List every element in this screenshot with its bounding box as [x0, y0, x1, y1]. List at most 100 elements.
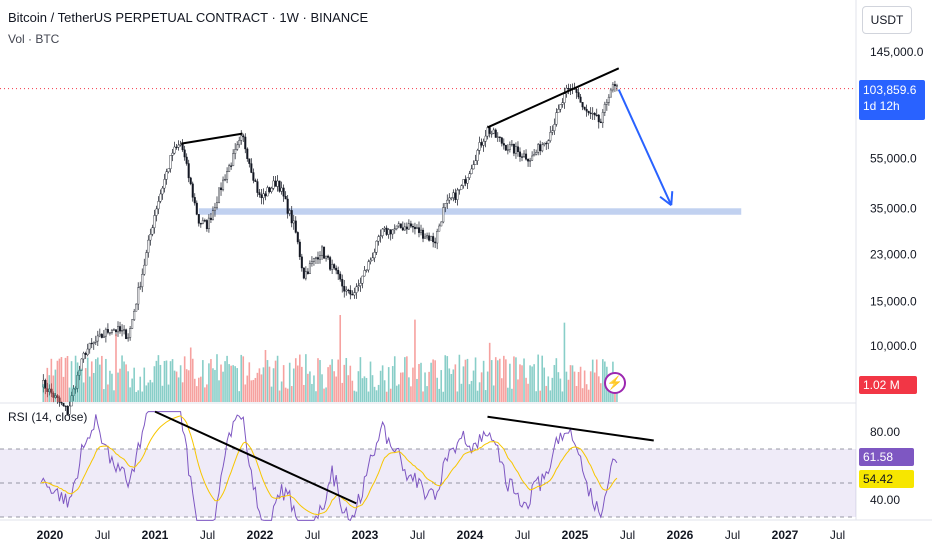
- volume-bar: [460, 383, 463, 402]
- candle-body: [343, 285, 346, 292]
- volume-bar: [468, 384, 471, 402]
- volume-bar: [286, 388, 289, 402]
- candle-body: [601, 112, 604, 124]
- candle-body: [147, 239, 150, 253]
- candle-body: [482, 141, 485, 146]
- volume-bar: [177, 377, 180, 402]
- volume-bar: [591, 359, 594, 402]
- volume-bar: [129, 387, 131, 402]
- candle-body: [403, 226, 406, 231]
- rsi-label[interactable]: RSI (14, close): [8, 410, 88, 424]
- candle-body: [595, 114, 598, 117]
- volume-bar: [262, 367, 265, 402]
- candle-body: [353, 292, 356, 296]
- candle-body: [218, 187, 221, 203]
- volume-bar: [46, 367, 49, 402]
- candle-body: [66, 406, 69, 415]
- rsi-ma-value-tag: 54.42: [859, 470, 914, 488]
- candle-body: [286, 198, 289, 214]
- volume-bar: [135, 391, 137, 402]
- volume-bar: [157, 355, 160, 402]
- volume-bar: [220, 364, 222, 402]
- volume-bar: [191, 358, 194, 402]
- candle-body: [319, 255, 322, 260]
- candle-body: [563, 93, 566, 103]
- candle-body: [282, 187, 285, 197]
- volume-bar: [311, 383, 313, 402]
- candle-body: [577, 92, 580, 98]
- volume-bar: [246, 375, 249, 402]
- candle-body: [312, 258, 315, 262]
- volume-bar: [232, 365, 234, 402]
- candle-body: [119, 326, 122, 332]
- volume-bar: [337, 359, 339, 402]
- candle-body: [547, 140, 550, 144]
- volume-bar: [250, 380, 253, 402]
- lightning-icon[interactable]: ⚡: [604, 372, 626, 394]
- volume-bar: [543, 367, 546, 402]
- volume-bar: [496, 360, 499, 402]
- volume-bar: [278, 390, 281, 402]
- candle-body: [361, 275, 364, 284]
- volume-bar: [301, 366, 303, 402]
- candle-body: [468, 173, 471, 178]
- volume-bar: [317, 358, 319, 402]
- candle-body: [195, 202, 198, 215]
- volume-bar: [367, 391, 370, 402]
- candle-body: [333, 264, 336, 269]
- volume-bar: [137, 390, 140, 402]
- volume-bar: [139, 376, 142, 402]
- currency-button[interactable]: USDT: [862, 6, 912, 34]
- candle-body: [60, 401, 63, 404]
- candle-body: [420, 229, 423, 233]
- candle-body: [175, 146, 178, 148]
- candle-body: [611, 84, 614, 91]
- candle-body: [64, 405, 67, 407]
- volume-bar: [466, 358, 469, 402]
- volume-bar: [523, 358, 525, 402]
- symbol-title[interactable]: Bitcoin / TetherUS PERPETUAL CONTRACT · …: [8, 10, 369, 25]
- trendline-2021: [181, 132, 243, 145]
- candle-body: [228, 165, 231, 172]
- last-price-value: 103,859.6: [863, 83, 917, 97]
- candle-body: [512, 143, 515, 154]
- candle-body: [474, 160, 477, 165]
- candle-body: [389, 229, 392, 235]
- volume-bar: [436, 377, 438, 402]
- candle-body: [143, 264, 146, 275]
- volume-bar: [264, 349, 267, 402]
- volume-bar: [404, 357, 406, 402]
- volume-bar: [105, 358, 107, 402]
- candle-body: [302, 267, 305, 279]
- volume-bar: [292, 368, 295, 402]
- candle-body: [415, 227, 418, 230]
- volume-bar: [299, 354, 301, 402]
- candle-body: [385, 227, 388, 235]
- candle-body: [357, 285, 360, 288]
- volume-bar: [412, 367, 414, 402]
- candle-body: [321, 246, 324, 256]
- volume-bar: [517, 379, 519, 402]
- candle-body: [323, 246, 326, 259]
- volume-bar: [325, 387, 327, 402]
- candle-body: [432, 236, 435, 243]
- candle-body: [444, 203, 447, 208]
- candle-body: [121, 330, 124, 332]
- volume-bar: [553, 365, 556, 402]
- candle-body: [169, 155, 172, 169]
- volume-bar: [131, 378, 133, 402]
- time-tick-label: 2022: [247, 528, 274, 542]
- candle-body: [157, 201, 160, 210]
- volume-bar: [393, 356, 396, 402]
- time-tick-label: Jul: [830, 528, 845, 542]
- volume-bar: [76, 362, 79, 402]
- volume-bar: [359, 357, 362, 402]
- forecast-arrow-head-0: [670, 191, 674, 206]
- candle-body: [165, 171, 168, 180]
- volume-bar: [238, 391, 241, 402]
- volume-bar: [319, 360, 321, 402]
- volume-bar: [80, 368, 83, 402]
- candle-body: [551, 130, 554, 133]
- candle-body: [516, 146, 519, 153]
